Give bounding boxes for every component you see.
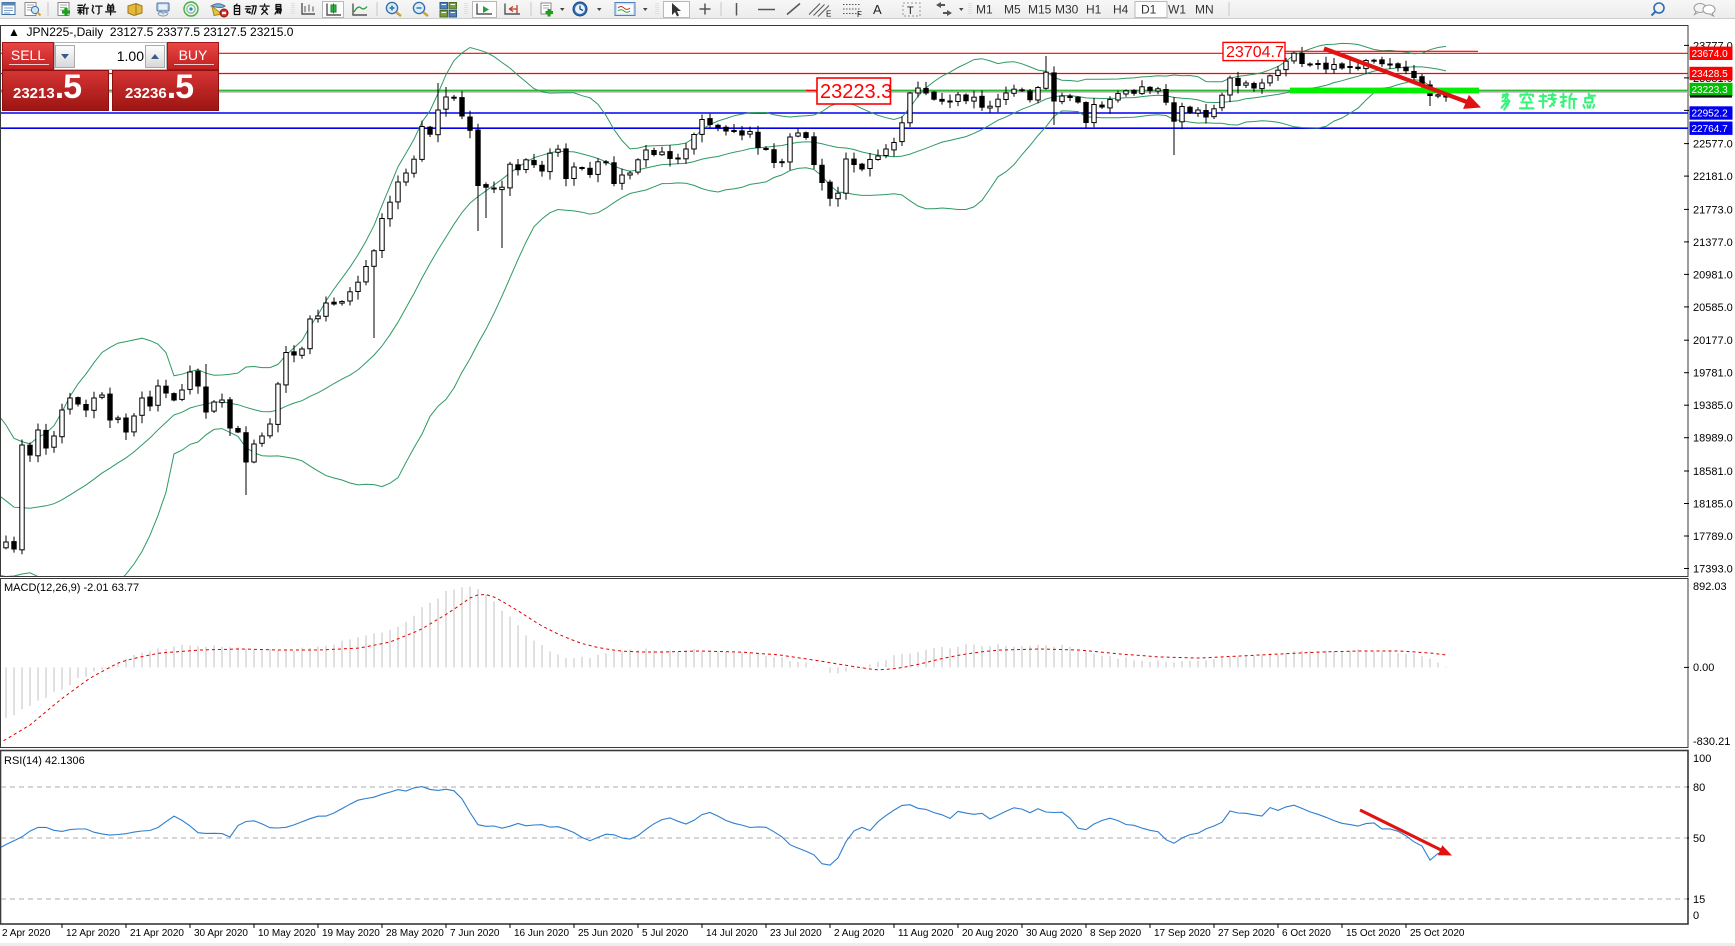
svg-text:MACD(12,26,9) -2.01 63.77: MACD(12,26,9) -2.01 63.77: [4, 582, 139, 594]
svg-text:6 Oct 2020: 6 Oct 2020: [1282, 928, 1331, 939]
svg-text:2 Aug 2020: 2 Aug 2020: [834, 928, 885, 939]
svg-text:5 Jul 2020: 5 Jul 2020: [642, 928, 689, 939]
svg-text:22952.2: 22952.2: [1692, 109, 1729, 120]
svg-text:21 Apr 2020: 21 Apr 2020: [130, 928, 184, 939]
svg-text:20981.0: 20981.0: [1693, 269, 1733, 281]
svg-text:16 Jun 2020: 16 Jun 2020: [514, 928, 569, 939]
svg-text:19385.0: 19385.0: [1693, 400, 1733, 412]
svg-text:M30: M30: [1055, 3, 1079, 17]
svg-text:25 Jun 2020: 25 Jun 2020: [578, 928, 633, 939]
svg-text:17789.0: 17789.0: [1693, 531, 1733, 543]
svg-text:H4: H4: [1113, 3, 1129, 17]
svg-text:M5: M5: [1004, 3, 1021, 17]
svg-text:14 Jul 2020: 14 Jul 2020: [706, 928, 758, 939]
svg-text:19781.0: 19781.0: [1693, 368, 1733, 380]
svg-text:15: 15: [1693, 894, 1705, 906]
svg-text:2 Apr 2020: 2 Apr 2020: [2, 928, 51, 939]
svg-text:8 Sep 2020: 8 Sep 2020: [1090, 928, 1142, 939]
svg-text:T: T: [907, 5, 914, 17]
svg-text:18989.0: 18989.0: [1693, 433, 1733, 445]
svg-text:M1: M1: [976, 3, 993, 17]
svg-text:22577.0: 22577.0: [1693, 139, 1733, 151]
svg-text:0: 0: [1693, 910, 1699, 922]
svg-text:17 Sep 2020: 17 Sep 2020: [1154, 928, 1211, 939]
svg-text:21773.0: 21773.0: [1693, 204, 1733, 216]
svg-text:F: F: [857, 10, 862, 19]
svg-text:23428.5: 23428.5: [1692, 69, 1729, 80]
svg-text:18185.0: 18185.0: [1693, 499, 1733, 511]
svg-text:11 Aug 2020: 11 Aug 2020: [898, 928, 954, 939]
svg-text:22764.7: 22764.7: [1692, 124, 1729, 135]
svg-text:23223.3: 23223.3: [1692, 85, 1729, 96]
svg-text:RSI(14) 42.1306: RSI(14) 42.1306: [4, 755, 85, 767]
svg-text:W1: W1: [1168, 3, 1186, 17]
svg-text:23223.3: 23223.3: [820, 81, 892, 103]
svg-text:M15: M15: [1028, 3, 1052, 17]
svg-text:25 Oct 2020: 25 Oct 2020: [1410, 928, 1465, 939]
svg-text:20 Aug 2020: 20 Aug 2020: [962, 928, 1019, 939]
svg-text:27 Sep 2020: 27 Sep 2020: [1218, 928, 1275, 939]
svg-text:23674.0: 23674.0: [1692, 49, 1729, 60]
svg-text:-830.21: -830.21: [1693, 736, 1730, 748]
svg-text:15 Oct 2020: 15 Oct 2020: [1346, 928, 1401, 939]
svg-text:30 Aug 2020: 30 Aug 2020: [1026, 928, 1083, 939]
svg-text:20585.0: 20585.0: [1693, 302, 1733, 314]
svg-text:18581.0: 18581.0: [1693, 466, 1733, 478]
svg-text:20177.0: 20177.0: [1693, 335, 1733, 347]
svg-text:19 May 2020: 19 May 2020: [322, 928, 380, 939]
svg-text:A: A: [873, 2, 882, 17]
svg-text:0.00: 0.00: [1693, 662, 1714, 674]
svg-text:100: 100: [1693, 753, 1711, 765]
svg-text:892.03: 892.03: [1693, 581, 1727, 593]
svg-text:MN: MN: [1195, 3, 1214, 17]
svg-text:28 May 2020: 28 May 2020: [386, 928, 444, 939]
svg-text:7 Jun 2020: 7 Jun 2020: [450, 928, 500, 939]
svg-text:23704.7: 23704.7: [1226, 44, 1284, 61]
svg-text:23 Jul 2020: 23 Jul 2020: [770, 928, 822, 939]
svg-text:H1: H1: [1086, 3, 1102, 17]
svg-text:17393.0: 17393.0: [1693, 564, 1733, 576]
svg-text:D1: D1: [1141, 3, 1157, 17]
svg-text:80: 80: [1693, 782, 1705, 794]
svg-text:12 Apr 2020: 12 Apr 2020: [66, 928, 120, 939]
svg-text:10 May 2020: 10 May 2020: [258, 928, 316, 939]
svg-text:21377.0: 21377.0: [1693, 237, 1733, 249]
svg-text:30 Apr 2020: 30 Apr 2020: [194, 928, 248, 939]
svg-text:50: 50: [1693, 833, 1705, 845]
svg-text:E: E: [826, 10, 831, 19]
svg-text:22181.0: 22181.0: [1693, 171, 1733, 183]
